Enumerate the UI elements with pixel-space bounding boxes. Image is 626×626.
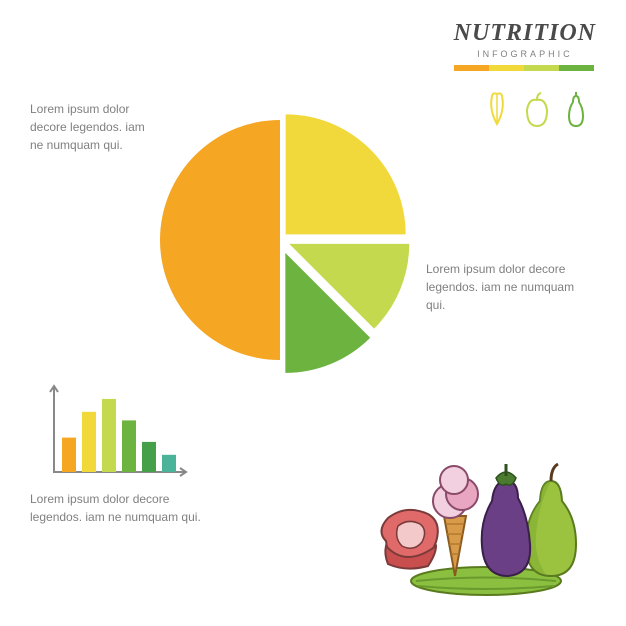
apple-icon bbox=[521, 90, 553, 130]
bar-2 bbox=[102, 399, 116, 472]
color-bar-segment bbox=[489, 65, 524, 71]
bar-3 bbox=[122, 420, 136, 472]
pie-slice-yellow bbox=[286, 114, 406, 234]
text-block-3: Lorem ipsum dolor decore legendos. iam n… bbox=[30, 490, 210, 526]
text-block-2: Lorem ipsum dolor decore legendos. iam n… bbox=[426, 260, 596, 314]
bar-1 bbox=[82, 412, 96, 472]
bar-chart bbox=[40, 380, 190, 480]
header: NUTRITION INFOGRAPHIC bbox=[454, 20, 596, 71]
page-subtitle: INFOGRAPHIC bbox=[454, 49, 596, 59]
food-illustration bbox=[376, 446, 586, 596]
fruit-icons-row bbox=[483, 90, 591, 130]
banana-icon bbox=[483, 90, 513, 130]
color-bar-segment bbox=[559, 65, 594, 71]
pie-slice-orange bbox=[160, 120, 280, 360]
eggplant-icon bbox=[482, 464, 530, 576]
bar-4 bbox=[142, 442, 156, 472]
page-title: NUTRITION bbox=[454, 20, 596, 47]
header-color-bar bbox=[454, 65, 594, 71]
pie-chart bbox=[140, 100, 400, 360]
pear-icon bbox=[561, 90, 591, 130]
steak-icon bbox=[381, 510, 437, 569]
bar-5 bbox=[162, 455, 176, 472]
ice-cream-icon bbox=[433, 466, 478, 576]
text-block-1: Lorem ipsum dolor decore legendos. iam n… bbox=[30, 100, 150, 154]
bar-0 bbox=[62, 438, 76, 472]
pear-food-icon bbox=[526, 464, 576, 576]
color-bar-segment bbox=[524, 65, 559, 71]
color-bar-segment bbox=[454, 65, 489, 71]
